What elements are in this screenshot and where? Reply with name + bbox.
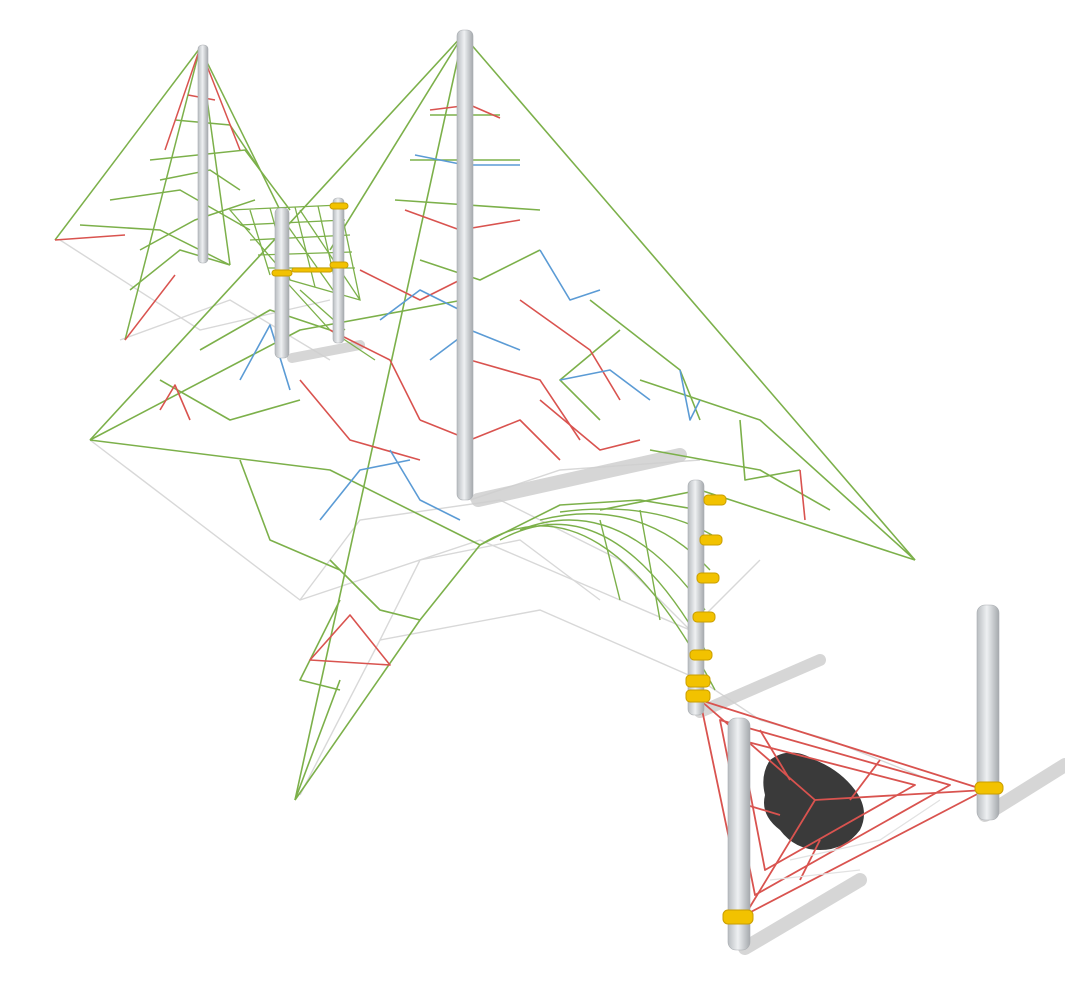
bridge-net — [228, 204, 376, 361]
poles — [197, 29, 1000, 951]
ground-shadows — [59, 239, 931, 796]
back-pyramid-net — [54, 47, 291, 341]
pole — [727, 717, 751, 951]
pole — [332, 197, 345, 344]
pole — [197, 44, 209, 264]
main-pyramid-net — [89, 34, 916, 801]
pole — [274, 207, 290, 359]
pole-shadows — [287, 340, 1065, 955]
clamps — [271, 202, 1004, 925]
pole — [976, 604, 1000, 821]
pole — [456, 29, 474, 501]
arch-net — [479, 508, 716, 691]
